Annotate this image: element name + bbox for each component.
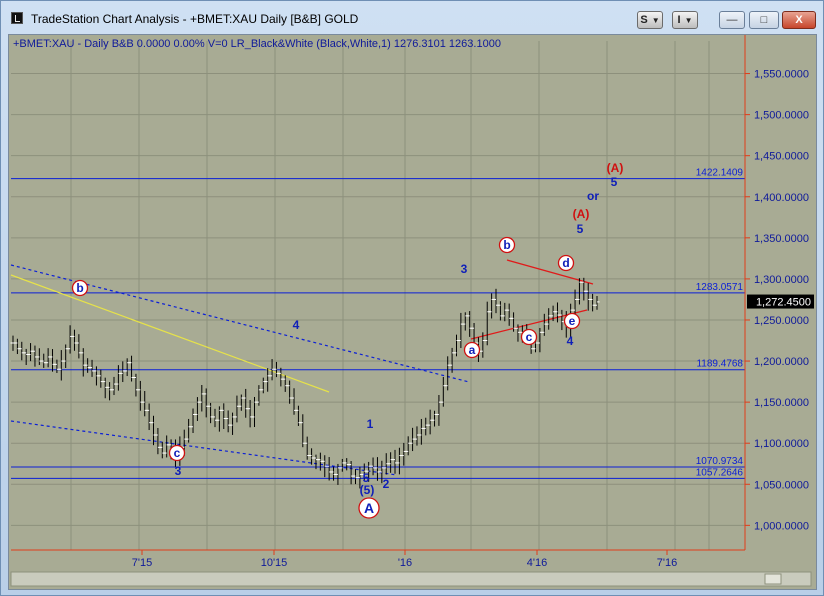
minimize-icon: — <box>726 14 738 26</box>
close-icon: X <box>795 14 803 26</box>
price-tick-label: 1,300.0000 <box>754 274 809 286</box>
chart-app-icon <box>11 12 23 24</box>
price-tick-label: 1,200.0000 <box>754 356 809 368</box>
chart-header-text: +BMET:XAU - Daily B&B 0.0000 0.00% V=0 L… <box>13 38 501 50</box>
wave-label: 5 <box>611 175 618 189</box>
lower-channel-line <box>10 420 398 476</box>
price-tick-label: 1,550.0000 <box>754 69 809 81</box>
wave-label: a <box>469 343 476 357</box>
chart-style-label: S <box>640 14 648 26</box>
price-chart[interactable]: 1422.1409 1283.0571 1189.4768 1070.97341057… <box>9 35 816 589</box>
price-axis[interactable]: 1,000.0000 1,050.0000 1,100.0000 1,150.0000… <box>744 35 814 550</box>
wave-circle <box>498 236 516 254</box>
interval-label: I <box>677 14 681 26</box>
time-tick-label: 4'16 <box>527 557 547 569</box>
wave-label: b <box>503 238 510 252</box>
wave-label: 3 <box>461 262 468 276</box>
horizontal-levels: 1422.1409 1283.0571 1189.4768 1070.97341057… <box>11 168 745 479</box>
price-tick-label: 1,100.0000 <box>754 438 809 450</box>
window-title: TradeStation Chart Analysis - +BMET:XAU … <box>31 12 359 26</box>
level-label: 1189.4768 <box>696 359 743 370</box>
price-tick-label: 1,050.0000 <box>754 479 809 491</box>
wave-label: A <box>364 500 374 516</box>
chart-area[interactable]: 1422.1409 1283.0571 1189.4768 1070.9734 1057… <box>8 34 817 590</box>
triangle-upper-line <box>506 259 594 285</box>
time-axis[interactable]: 7'15 10'15 '16 4'16 7'16 <box>11 549 745 569</box>
price-tick-label: 1,400.0000 <box>754 192 809 204</box>
chart-style-button[interactable]: S ▼ <box>637 11 663 29</box>
chart-grid <box>11 41 745 550</box>
wave-label: 3 <box>175 464 182 478</box>
price-tick-label: 1,350.0000 <box>754 233 809 245</box>
wave-label: 5 <box>363 471 370 485</box>
horizontal-scrollbar[interactable] <box>10 571 812 587</box>
level-label: 1283.0571 <box>696 282 744 293</box>
level-label: 1057.2646 <box>696 467 744 478</box>
dropdown-arrow-icon: ▼ <box>684 16 693 25</box>
wave-label: (A) <box>607 161 624 175</box>
price-tick-label: 1,250.0000 <box>754 315 809 327</box>
time-tick-label: '16 <box>398 557 412 569</box>
scrollbar-thumb[interactable] <box>764 573 782 585</box>
price-tick-label: 1,500.0000 <box>754 110 809 122</box>
last-price-label: 1,272.4500 <box>756 297 811 309</box>
level-label: 1070.9734 <box>696 456 744 467</box>
wave-label: or <box>587 189 599 203</box>
wave-label: e <box>569 314 576 328</box>
close-button[interactable]: X <box>782 11 816 29</box>
wave-circle <box>168 444 186 462</box>
wave-label: d <box>562 256 569 270</box>
wave-label: c <box>174 446 181 460</box>
wave-circle <box>563 312 581 330</box>
last-price-box <box>747 294 814 309</box>
wave-circle <box>520 328 538 346</box>
wave-label: (A) <box>573 207 590 221</box>
wave-label: 1 <box>367 417 374 431</box>
wave-label: 4 <box>567 334 574 348</box>
price-tick-label: 1,150.0000 <box>754 397 809 409</box>
interval-button[interactable]: I ▼ <box>672 11 698 29</box>
level-label: 1422.1409 <box>696 168 744 179</box>
price-tick-label: 1,000.0000 <box>754 520 809 532</box>
time-tick-label: 7'15 <box>132 557 152 569</box>
time-tick-label: 7'16 <box>657 557 677 569</box>
dropdown-arrow-icon: ▼ <box>651 16 660 25</box>
price-tick-label: 1,450.0000 <box>754 151 809 163</box>
wave-circle <box>557 254 575 272</box>
wave-circle <box>71 279 89 297</box>
wave-label: (5) <box>360 483 375 497</box>
wave-label: 2 <box>383 477 390 491</box>
wave-label: c <box>526 330 533 344</box>
wave-label: 4 <box>293 318 300 332</box>
minimize-button[interactable]: — <box>719 11 745 29</box>
wave-label: b <box>76 281 83 295</box>
restore-icon: □ <box>760 14 768 26</box>
wave-circle <box>463 341 481 359</box>
title-bar[interactable]: TradeStation Chart Analysis - +BMET:XAU … <box>1 1 823 33</box>
wave-label: 5 <box>577 222 584 236</box>
restore-button[interactable]: □ <box>749 11 779 29</box>
wave-circle <box>358 497 380 519</box>
time-tick-label: 10'15 <box>261 557 288 569</box>
